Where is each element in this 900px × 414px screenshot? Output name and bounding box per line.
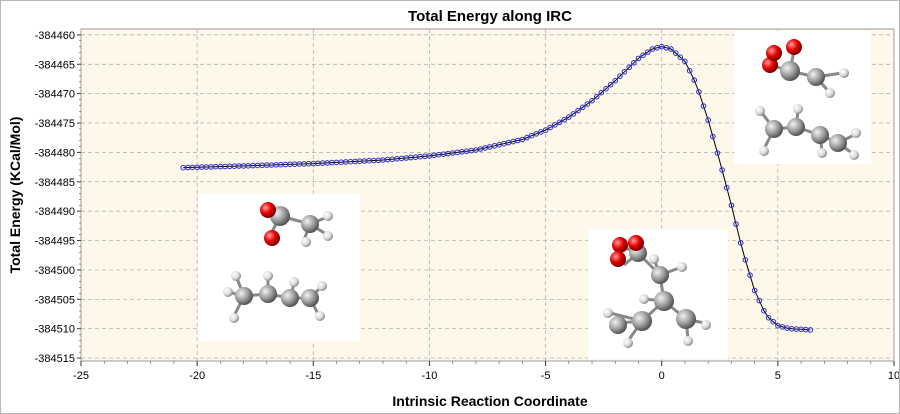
- energy-points: [180, 43, 814, 333]
- y-tick-label: -384480: [35, 147, 75, 159]
- x-axis-ticks: -25 -20 -15 -10 -5 0 5 10: [73, 361, 899, 382]
- y-tick-label: -384490: [35, 206, 75, 218]
- data-point: [710, 133, 716, 140]
- data-point: [556, 119, 563, 126]
- data-point: [682, 58, 688, 65]
- x-tick-label: -5: [541, 370, 551, 382]
- data-point: [519, 136, 526, 143]
- chart-title: Total Energy along IRC: [408, 8, 572, 25]
- x-tick-label: 5: [775, 370, 781, 382]
- data-point: [538, 129, 544, 135]
- y-tick-label: -384515: [35, 353, 75, 365]
- data-point: [533, 131, 540, 137]
- data-point: [668, 46, 674, 52]
- data-point: [631, 60, 637, 66]
- y-tick-label: -384510: [35, 324, 75, 336]
- data-point: [765, 315, 772, 321]
- data-point: [524, 134, 530, 141]
- data-point: [635, 55, 642, 62]
- y-tick-label: -384465: [35, 59, 75, 71]
- y-tick-label: -384495: [35, 236, 75, 248]
- data-point: [728, 202, 735, 209]
- data-point: [566, 114, 572, 120]
- y-axis-label: Total Energy (KCal/Mol): [7, 117, 23, 274]
- reactant-structure: [198, 194, 360, 341]
- data-point: [751, 287, 758, 294]
- data-point: [621, 69, 628, 75]
- data-point: [700, 103, 707, 109]
- data-point: [607, 81, 614, 88]
- data-point: [645, 49, 651, 55]
- y-tick-label: -384500: [35, 265, 75, 277]
- data-point: [807, 327, 814, 333]
- data-point: [686, 67, 693, 74]
- x-tick-label: -20: [189, 370, 205, 382]
- data-point: [589, 97, 595, 104]
- data-point: [724, 184, 730, 191]
- data-point: [691, 77, 698, 83]
- y-tick-label: -384485: [35, 177, 75, 189]
- data-point: [761, 307, 767, 314]
- x-tick-label: -25: [73, 370, 89, 382]
- data-point: [552, 122, 558, 128]
- data-point: [696, 89, 702, 95]
- y-tick-label: -384460: [35, 30, 75, 42]
- data-point: [742, 257, 749, 263]
- y-tick-label: -384475: [35, 118, 75, 130]
- data-point: [561, 116, 568, 123]
- data-point: [584, 101, 591, 107]
- product-structure: [734, 31, 871, 164]
- data-point: [756, 297, 763, 304]
- x-tick-label: -10: [421, 370, 437, 382]
- data-point: [528, 132, 535, 139]
- data-point: [579, 104, 586, 111]
- data-point: [542, 127, 549, 133]
- data-point: [575, 107, 581, 114]
- y-tick-label: -384470: [35, 89, 75, 101]
- data-point: [612, 77, 619, 84]
- data-point: [733, 221, 739, 227]
- data-point: [719, 167, 725, 173]
- data-point: [747, 272, 753, 279]
- data-point: [598, 89, 605, 96]
- x-tick-label: -15: [305, 370, 321, 382]
- data-point: [626, 64, 633, 71]
- transition-state-structure: [588, 229, 728, 359]
- x-axis-label: Intrinsic Reaction Coordinate: [392, 393, 587, 409]
- data-point: [570, 111, 577, 117]
- data-point: [770, 318, 777, 325]
- data-point: [714, 150, 721, 156]
- y-axis-ticks: -384460 -384465 -384470 -384475 -384480 -3844…: [35, 30, 81, 365]
- y-tick-label: -384505: [35, 294, 75, 306]
- data-point: [737, 240, 744, 246]
- data-point: [677, 54, 684, 61]
- data-point: [672, 50, 679, 56]
- x-tick-label: 10: [888, 370, 899, 382]
- data-point: [593, 93, 600, 100]
- x-tick-label: 0: [659, 370, 665, 382]
- data-point: [640, 52, 646, 59]
- data-point: [547, 124, 554, 131]
- data-point: [705, 117, 712, 123]
- data-point: [603, 85, 609, 92]
- data-point: [617, 73, 623, 79]
